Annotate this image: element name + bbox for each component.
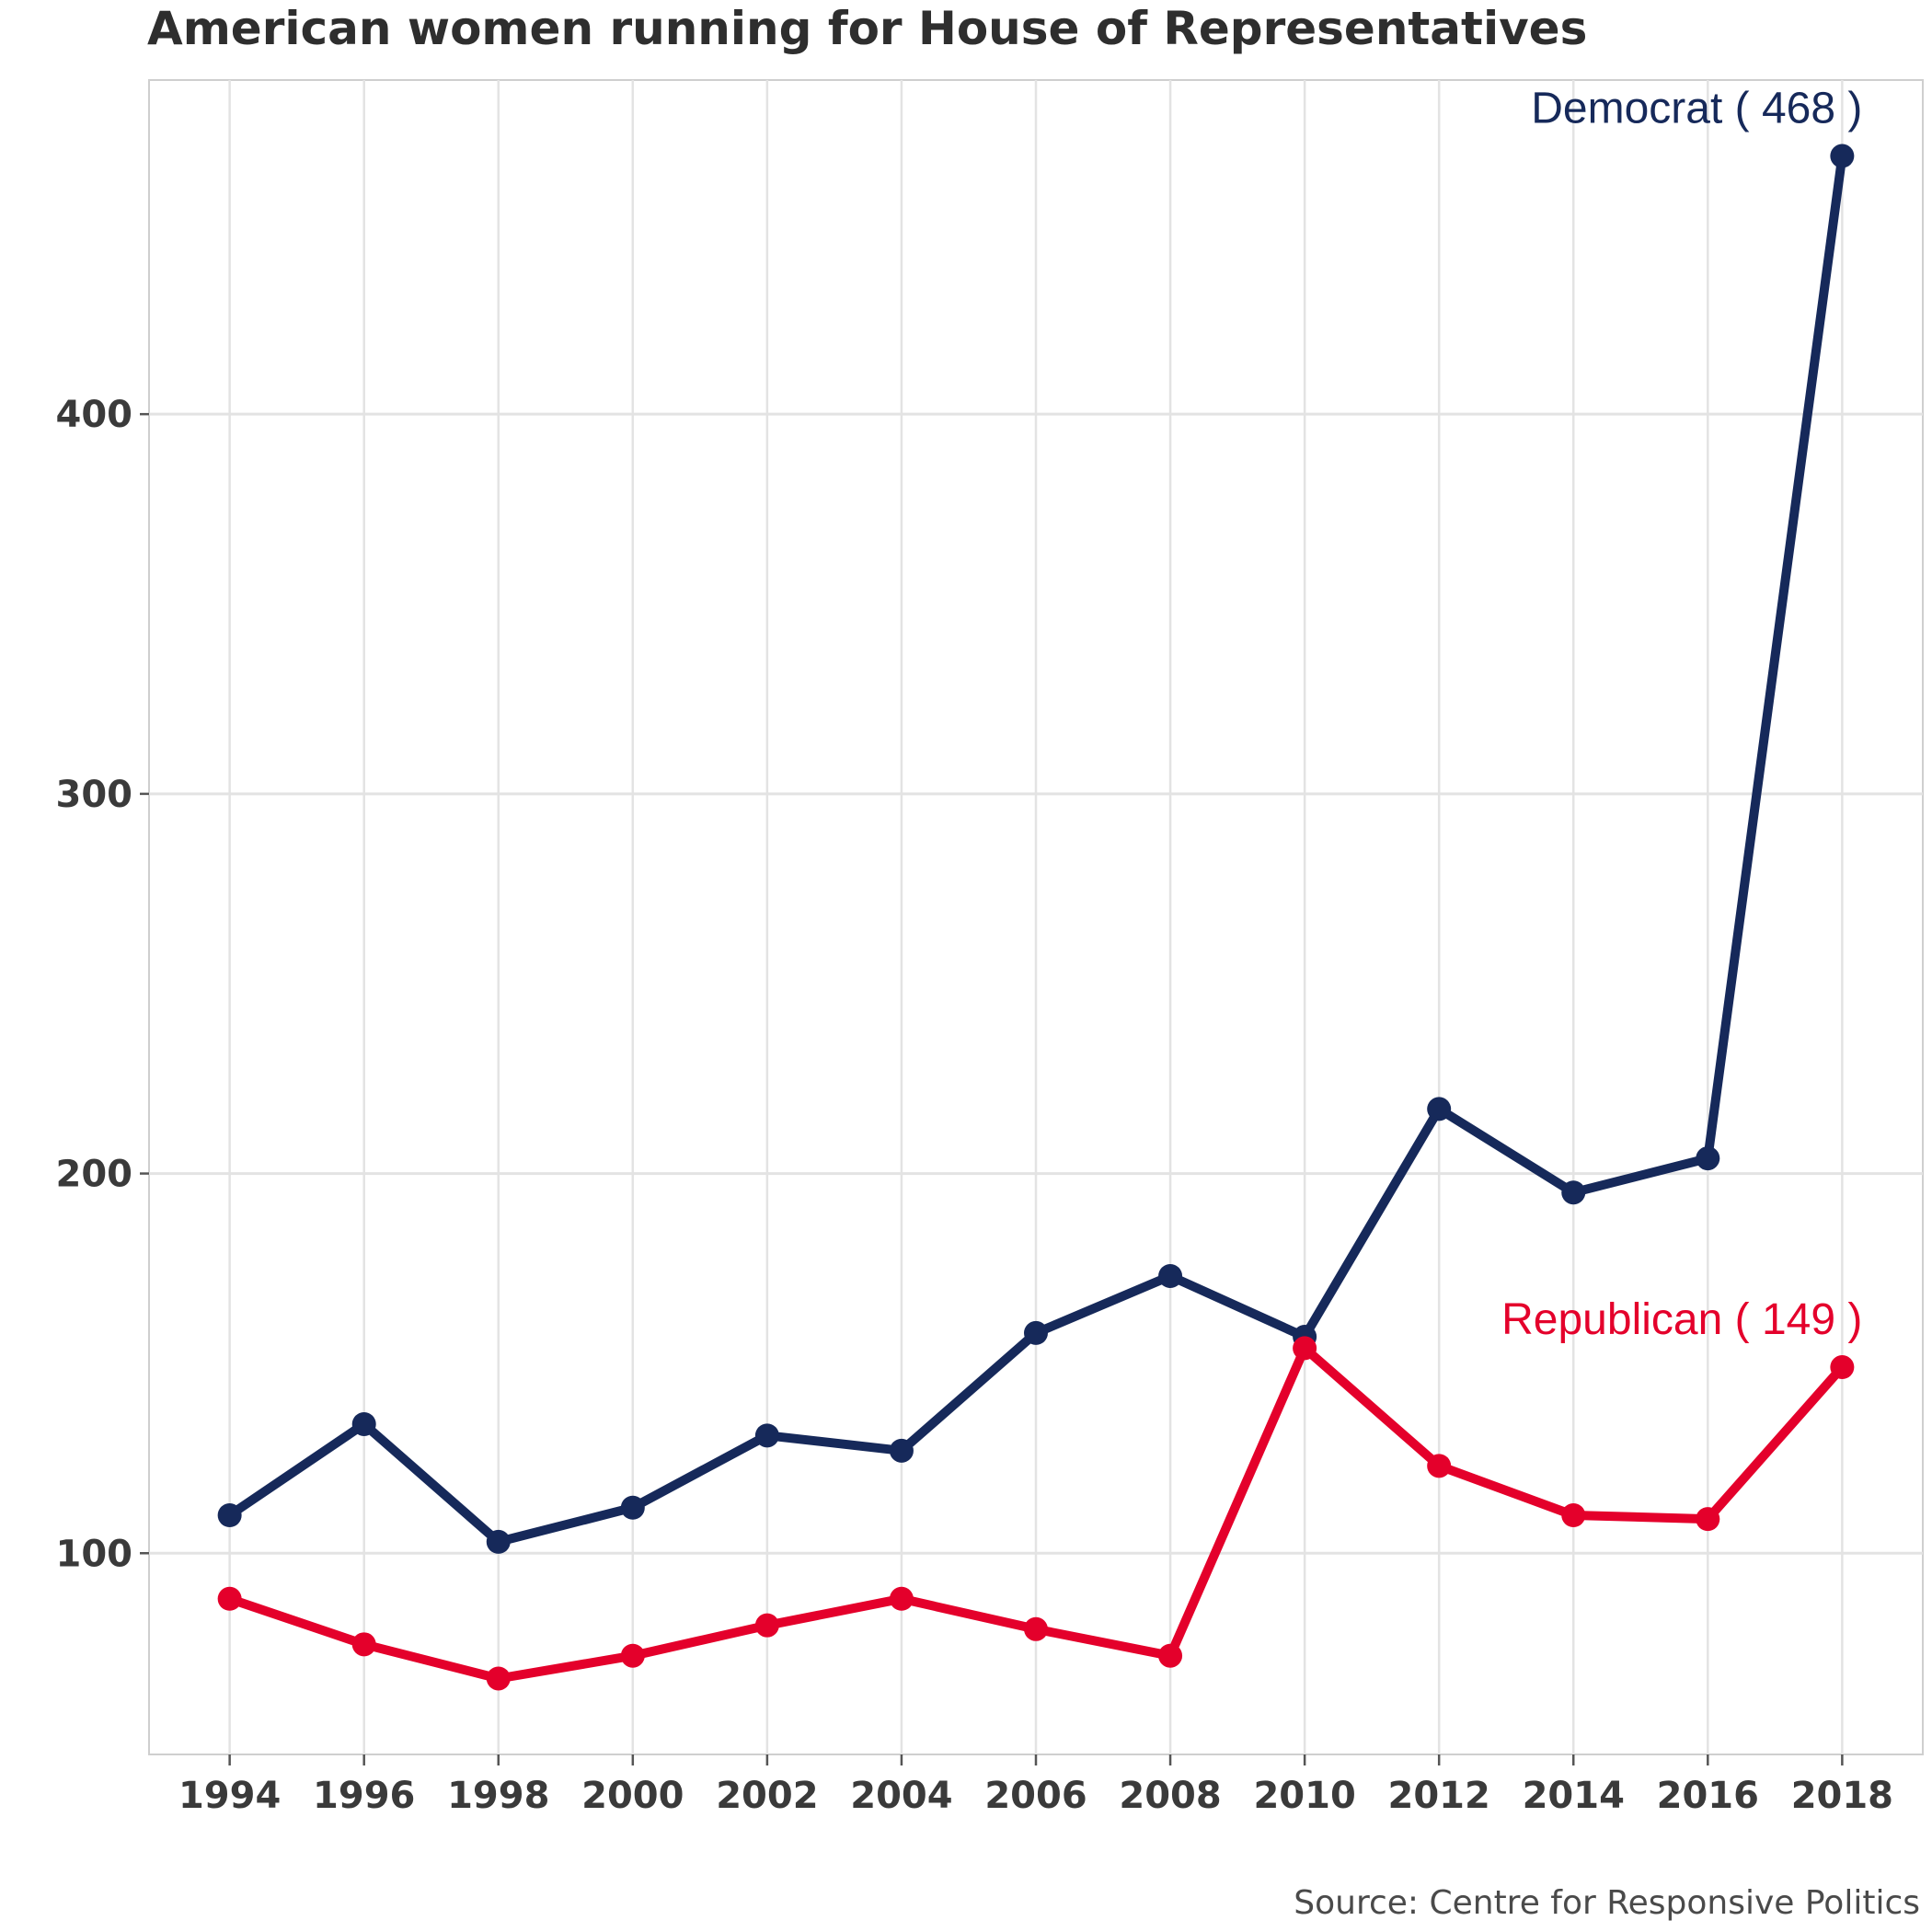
republican-point [889, 1586, 914, 1611]
republican-point [1158, 1643, 1183, 1668]
chart-title: American women running for House of Repr… [147, 2, 1587, 55]
democrat-point [1696, 1146, 1720, 1171]
republican-point [1293, 1336, 1317, 1361]
x-tick-label: 2012 [1388, 1775, 1490, 1817]
x-tick-label: 2014 [1523, 1775, 1625, 1817]
democrat-point [1158, 1264, 1183, 1288]
x-tick-label: 2004 [850, 1775, 952, 1817]
y-tick-label: 200 [56, 1154, 133, 1196]
y-axis-ticks: 100 200 300 400 [56, 394, 149, 1575]
democrat-point [351, 1411, 376, 1436]
democrat-point [486, 1529, 511, 1554]
republican-point [620, 1643, 645, 1668]
democrat-point [754, 1423, 779, 1448]
x-tick-label: 1996 [313, 1775, 415, 1817]
x-tick-label: 2018 [1791, 1775, 1893, 1817]
x-tick-label: 1994 [178, 1775, 281, 1817]
republican-point [351, 1632, 376, 1657]
y-tick-label: 400 [56, 394, 133, 436]
democrat-series [217, 144, 1855, 1554]
y-gridlines [149, 412, 1923, 1555]
democrat-point [1024, 1320, 1048, 1345]
republican-point [754, 1613, 779, 1638]
x-tick-label: 1998 [447, 1775, 549, 1817]
x-tick-label: 2000 [581, 1775, 684, 1817]
republican-point [1830, 1355, 1855, 1380]
democrat-point [620, 1495, 645, 1520]
x-tick-label: 2002 [716, 1775, 818, 1817]
democrat-point [1830, 144, 1855, 168]
democrat-point [217, 1503, 242, 1527]
republican-point [1024, 1616, 1048, 1641]
series-layer [217, 144, 1855, 1691]
republican-series [217, 1336, 1855, 1691]
x-tick-label: 2016 [1657, 1775, 1759, 1817]
democrat-point [889, 1438, 914, 1463]
democrat-point [1561, 1180, 1586, 1205]
republican-point [1696, 1507, 1720, 1532]
x-tick-label: 2008 [1119, 1775, 1221, 1817]
x-gridlines [228, 80, 1844, 1754]
source-caption: Source: Centre for Responsive Politics [1294, 1884, 1920, 1922]
x-tick-label: 2010 [1253, 1775, 1355, 1817]
series-labels: Democrat ( 468 ) Republican ( 149 ) [1501, 85, 1862, 1345]
republican-point [1427, 1454, 1452, 1478]
y-tick-label: 300 [56, 774, 133, 816]
x-axis-ticks: 1994 1996 1998 2000 2002 2004 2006 2008 2010 2012… [178, 1754, 1893, 1817]
republican-point [486, 1666, 511, 1691]
democrat-series-label: Democrat ( 468 ) [1531, 85, 1862, 133]
y-tick-label: 100 [56, 1533, 133, 1575]
republican-series-label: Republican ( 149 ) [1501, 1295, 1862, 1344]
x-tick-label: 2006 [984, 1775, 1087, 1817]
democrat-point [1427, 1097, 1452, 1121]
republican-point [1561, 1503, 1586, 1527]
republican-point [217, 1586, 242, 1611]
